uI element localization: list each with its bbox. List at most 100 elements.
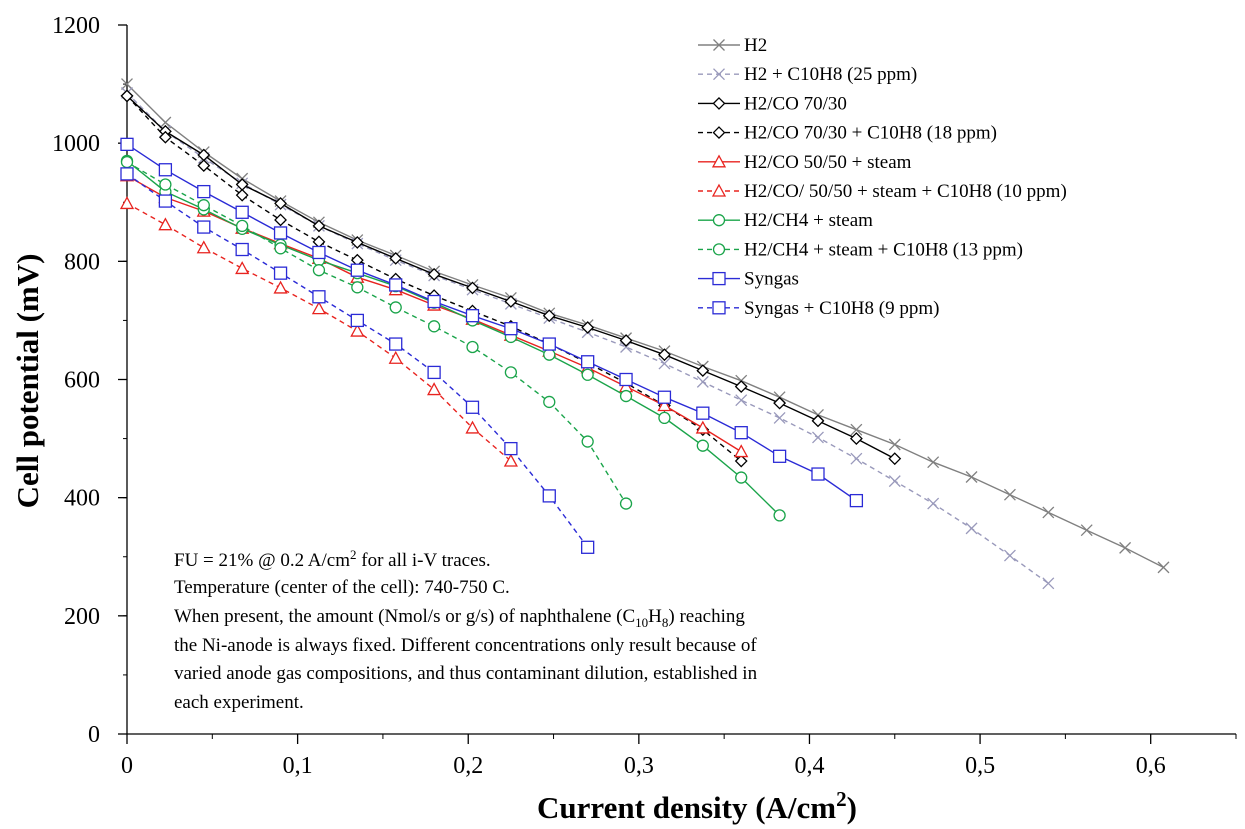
data-point [197, 199, 210, 212]
data-point [196, 240, 211, 254]
legend-label: H2/CO 50/50 + steam [744, 152, 912, 173]
data-point [119, 196, 135, 210]
y-tick-label: 800 [64, 249, 100, 275]
y-tick-label: 0 [88, 722, 100, 748]
data-point [658, 348, 671, 362]
data-point [503, 453, 518, 467]
legend-entry: Syngas + C10H8 (9 ppm) [698, 298, 939, 319]
legend-entry: H2/CO/ 50/50 + steam + C10H8 (10 ppm) [698, 181, 1067, 202]
series-layer [119, 78, 1170, 590]
data-point [888, 452, 902, 466]
data-point [465, 400, 480, 414]
data-point [734, 454, 748, 468]
y-tick-label: 200 [64, 604, 100, 630]
data-point [120, 137, 134, 151]
data-point [696, 406, 710, 420]
series-8 [120, 155, 633, 510]
data-point [311, 301, 327, 315]
series-10 [120, 167, 595, 554]
data-point [197, 220, 211, 234]
data-point [235, 242, 249, 257]
legend-entry: H2/CO 50/50 + steam [698, 152, 912, 173]
legend-label: H2 + C10H8 (25 ppm) [744, 64, 917, 85]
data-point [120, 89, 134, 103]
series-line [126, 173, 589, 548]
data-point [657, 390, 672, 404]
legend: H2 H2 + C10H8 (25 ppm) H2/CO 70/30 H2/CO 70… [698, 35, 1067, 319]
data-point [274, 213, 287, 227]
x-tick-label: 0,5 [965, 753, 995, 779]
x-tick-label: 0,3 [624, 753, 654, 779]
data-point [273, 280, 288, 294]
data-point [197, 184, 211, 199]
legend-entry: Syngas [698, 269, 799, 290]
data-point [581, 368, 594, 381]
data-point [120, 167, 134, 181]
data-point [773, 411, 786, 424]
legend-label: H2/CH4 + steam + C10H8 (13 ppm) [744, 239, 1023, 260]
data-point [504, 441, 518, 456]
data-point [619, 389, 633, 403]
legend-marker [712, 214, 726, 227]
data-point [274, 242, 287, 255]
data-point [888, 475, 901, 488]
legend-entry: H2/CH4 + steam [698, 210, 873, 231]
data-point [735, 471, 748, 484]
note-line-5: varied anode gas compositions, and thus … [174, 663, 758, 684]
data-point [1042, 506, 1055, 519]
y-tick-label: 1000 [52, 131, 100, 157]
y-tick-label: 600 [64, 368, 100, 394]
data-point [504, 322, 518, 336]
data-point [466, 281, 479, 295]
legend-marker [713, 68, 725, 81]
data-point [389, 278, 403, 292]
data-point [350, 323, 365, 337]
y-tick-label: 400 [64, 486, 100, 512]
series-5 [119, 168, 749, 458]
series-6 [119, 196, 518, 467]
legend-label: H2/CO 70/30 + C10H8 (18 ppm) [744, 123, 997, 144]
data-point [120, 155, 134, 169]
data-point [849, 493, 864, 508]
data-point [811, 414, 825, 428]
data-point [581, 435, 594, 448]
data-point [312, 264, 326, 277]
data-point [1042, 577, 1055, 590]
data-point [121, 78, 133, 91]
series-9 [120, 137, 864, 508]
legend-label: H2/CO/ 50/50 + steam + C10H8 (10 ppm) [744, 181, 1067, 202]
data-point [235, 205, 249, 219]
series-1 [121, 78, 1170, 574]
note-line-2: Temperature (center of the cell): 740-75… [174, 577, 510, 598]
data-point [350, 236, 364, 249]
data-point [773, 509, 786, 522]
data-point [389, 251, 403, 265]
data-point [850, 452, 863, 465]
data-point [312, 245, 326, 260]
legend-marker [713, 39, 725, 51]
data-point [772, 449, 787, 463]
data-point [350, 263, 364, 277]
data-point [735, 394, 748, 407]
data-point [351, 281, 364, 294]
data-point [274, 197, 287, 210]
data-point [695, 420, 710, 434]
data-point [1080, 524, 1093, 537]
series-2 [121, 86, 1055, 590]
data-point [965, 522, 978, 535]
data-point [581, 540, 595, 554]
data-point [658, 411, 671, 425]
legend-marker [712, 96, 726, 110]
data-point [465, 420, 480, 434]
data-point [159, 178, 172, 191]
x-tick-label: 0,6 [1136, 753, 1166, 779]
data-point [1119, 541, 1132, 554]
x-tick-label: 0 [121, 753, 133, 779]
data-point [236, 219, 249, 233]
legend-entry: H2/CO 70/30 [698, 93, 847, 114]
data-point [581, 355, 595, 369]
legend-entry: H2/CH4 + steam + C10H8 (13 ppm) [698, 239, 1023, 260]
data-point [927, 456, 940, 469]
data-point [696, 439, 709, 452]
note-line-1: FU = 21% @ 0.2 A/cm2 for all i-V traces. [174, 547, 491, 571]
